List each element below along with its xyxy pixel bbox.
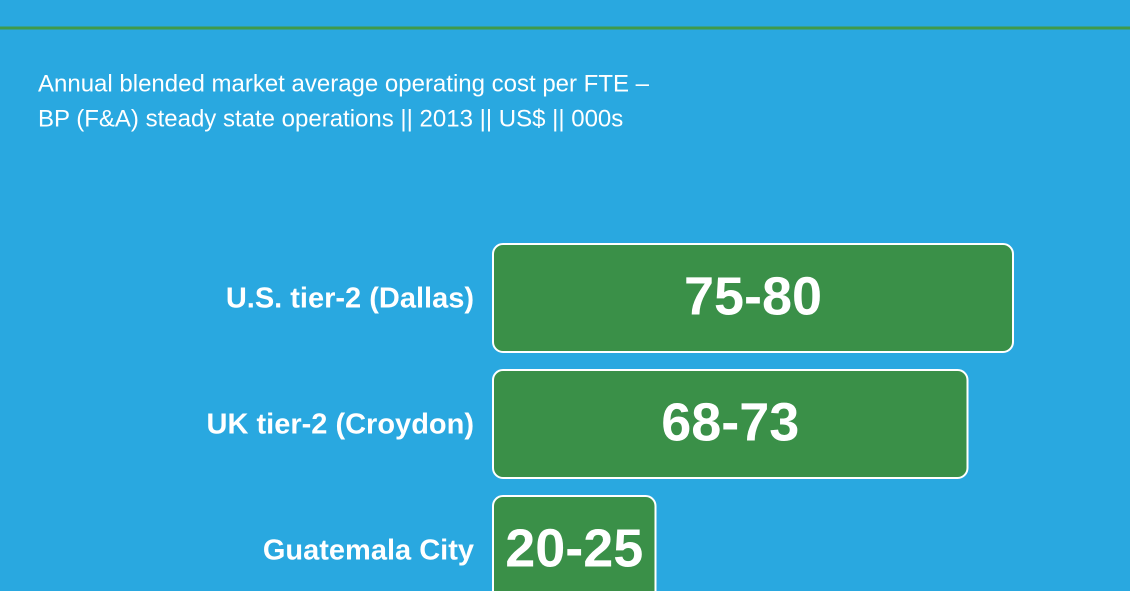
- bar: [492, 243, 1014, 353]
- value-label: 20-25: [505, 518, 643, 578]
- chart-subtitle: BP (F&A) steady state operations || 2013…: [38, 105, 623, 132]
- chart-title: Annual blended market average operating …: [38, 70, 650, 97]
- category-label: U.S. tier-2 (Dallas): [226, 283, 474, 315]
- category-label: Guatemala City: [263, 535, 474, 567]
- value-label: 75-80: [684, 266, 822, 326]
- bar: [492, 495, 657, 591]
- value-label: 68-73: [661, 392, 799, 452]
- category-label: UK tier-2 (Croydon): [207, 409, 474, 441]
- bar: [492, 369, 969, 479]
